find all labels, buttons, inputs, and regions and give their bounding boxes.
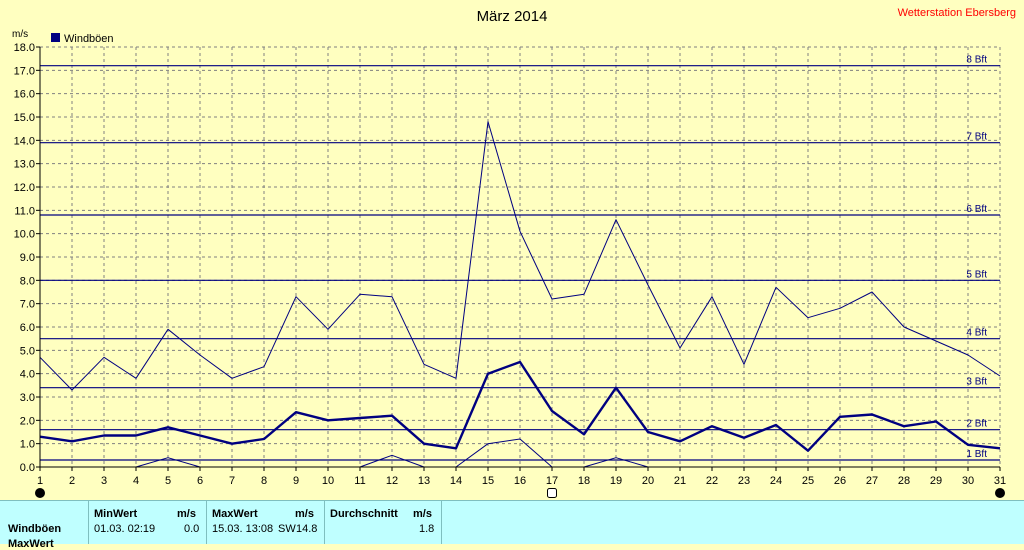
x-tick-label: 19 xyxy=(610,475,622,487)
series-line-max xyxy=(39,121,1001,391)
x-tick-label: 22 xyxy=(706,475,718,487)
min-unit-header: m/s xyxy=(177,508,196,520)
y-tick-label: 7.0 xyxy=(20,299,35,311)
x-tick-label: 24 xyxy=(770,475,782,487)
x-tick-label: 17 xyxy=(546,475,558,487)
statistics-panel: MinWert m/s MaxWert m/s Durchschnitt m/s… xyxy=(0,500,1024,550)
avg-unit-header: m/s xyxy=(413,508,432,520)
y-tick-label: 12.0 xyxy=(14,182,35,194)
x-tick-label: 15 xyxy=(482,475,494,487)
y-axis-ticks: 0.0 1.0 2.0 3.0 4.0 5.0 6.0 7.0 8.0 9.0 10.0 11.0 12… xyxy=(14,42,40,474)
grid xyxy=(40,46,1001,467)
y-tick-label: 14.0 xyxy=(14,135,35,147)
y-tick-label: 2.0 xyxy=(20,415,35,427)
day-marker xyxy=(35,488,45,498)
avg-value: 1.8 xyxy=(419,523,435,535)
min-time: 01.03. 02:19 xyxy=(94,523,156,535)
x-tick-label: 25 xyxy=(802,475,814,487)
chart-title: März 2014 xyxy=(477,8,548,25)
x-tick-label: 13 xyxy=(418,475,430,487)
x-tick-label: 2 xyxy=(69,475,75,487)
x-tick-label: 4 xyxy=(133,475,139,487)
y-tick-label: 10.0 xyxy=(14,229,35,241)
row-label-windboen: Windböen xyxy=(8,523,62,535)
x-tick-label: 11 xyxy=(354,475,365,487)
y-tick-label: 1.0 xyxy=(20,439,35,451)
y-tick-label: 0.0 xyxy=(20,462,35,474)
row-label-maxwert: MaxWert xyxy=(8,538,54,550)
x-tick-label: 5 xyxy=(165,475,171,487)
beaufort-label: 8 Bft xyxy=(966,55,987,66)
day-marker xyxy=(995,488,1005,498)
x-tick-label: 9 xyxy=(293,475,299,487)
x-tick-label: 12 xyxy=(386,475,398,487)
x-tick-label: 21 xyxy=(674,475,686,487)
y-tick-label: 8.0 xyxy=(20,275,35,287)
min-header: MinWert xyxy=(94,508,138,520)
avg-header: Durchschnitt xyxy=(330,508,398,520)
y-tick-label: 17.0 xyxy=(14,65,35,77)
x-tick-label: 7 xyxy=(229,475,235,487)
day-markers xyxy=(35,488,1005,498)
y-tick-label: 9.0 xyxy=(20,252,35,264)
series-line-mean xyxy=(39,360,1001,452)
x-tick-label: 3 xyxy=(101,475,107,487)
day-marker xyxy=(547,488,557,498)
x-tick-label: 16 xyxy=(514,475,526,487)
x-tick-label: 31 xyxy=(994,475,1006,487)
x-tick-label: 6 xyxy=(197,475,203,487)
x-tick-label: 10 xyxy=(322,475,334,487)
max-value: 14.8 xyxy=(296,523,318,535)
beaufort-label: 1 Bft xyxy=(966,449,987,460)
x-axis-ticks: 1 2 3 4 5 6 7 8 9 10 11 12 13 14 15 16 17 18 19 20 21 22 23 24 2… xyxy=(37,467,1006,487)
axes xyxy=(39,47,1000,468)
legend-label: Windböen xyxy=(64,33,114,45)
beaufort-label: 6 Bft xyxy=(966,204,987,215)
x-tick-label: 1 xyxy=(37,475,43,487)
y-tick-label: 11.0 xyxy=(14,205,35,217)
y-tick-label: 15.0 xyxy=(14,112,35,124)
y-tick-label: 18.0 xyxy=(14,42,35,54)
max-time: 15.03. 13:08 xyxy=(212,523,274,535)
x-tick-label: 28 xyxy=(898,475,910,487)
y-tick-label: 3.0 xyxy=(20,392,35,404)
x-tick-label: 27 xyxy=(866,475,878,487)
max-header: MaxWert xyxy=(212,508,258,520)
max-unit-header: m/s xyxy=(295,508,314,520)
beaufort-label: 3 Bft xyxy=(966,377,987,388)
station-name: Wetterstation Ebersberg xyxy=(898,7,1016,19)
y-tick-label: 13.0 xyxy=(14,159,35,171)
x-tick-label: 20 xyxy=(642,475,654,487)
beaufort-label: 2 Bft xyxy=(966,419,987,430)
beaufort-lines: 1 Bft 2 Bft 3 Bft 4 Bft 5 Bft 6 Bft 7 Bft 8 Bft xyxy=(40,55,1000,461)
wind-gust-chart: März 2014 Wetterstation Ebersberg m/s Wi… xyxy=(12,7,1016,498)
x-tick-label: 14 xyxy=(450,475,462,487)
y-tick-label: 16.0 xyxy=(14,89,35,101)
max-direction: SW xyxy=(278,523,296,535)
beaufort-label: 7 Bft xyxy=(966,132,987,143)
min-value: 0.0 xyxy=(184,523,200,535)
y-tick-label: 4.0 xyxy=(20,369,35,381)
x-tick-label: 26 xyxy=(834,475,846,487)
x-tick-label: 30 xyxy=(962,475,974,487)
y-tick-label: 5.0 xyxy=(20,345,35,357)
y-tick-label: 6.0 xyxy=(20,322,35,334)
x-tick-label: 8 xyxy=(261,475,267,487)
x-tick-label: 29 xyxy=(930,475,942,487)
y-axis-label: m/s xyxy=(12,29,28,40)
beaufort-label: 5 Bft xyxy=(966,269,987,280)
legend-swatch xyxy=(51,33,60,42)
beaufort-label: 4 Bft xyxy=(966,328,987,339)
x-tick-label: 23 xyxy=(738,475,750,487)
x-tick-label: 18 xyxy=(578,475,590,487)
